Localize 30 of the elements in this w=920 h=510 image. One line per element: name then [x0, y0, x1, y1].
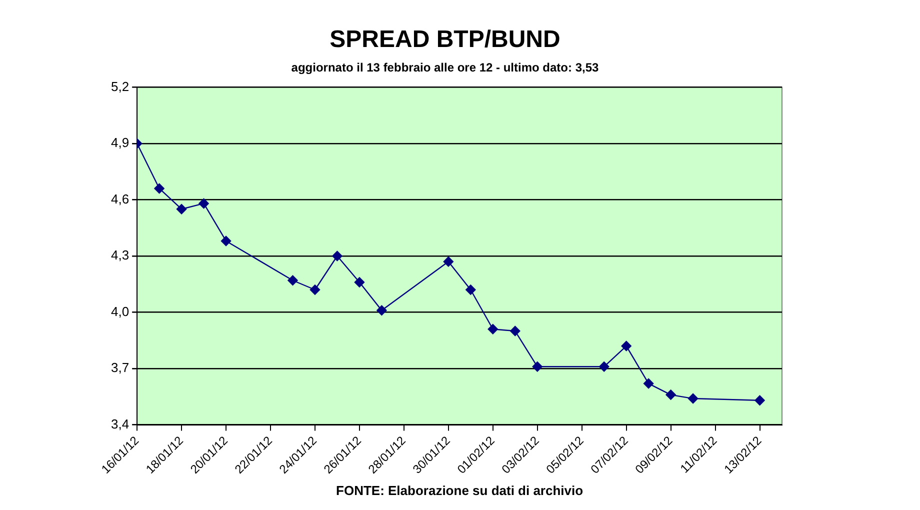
point: [310, 284, 320, 295]
point: [354, 277, 365, 288]
point: [154, 183, 164, 194]
point: [332, 250, 342, 262]
point: [488, 324, 498, 334]
point: [466, 284, 476, 295]
point: [176, 204, 187, 214]
point: [643, 378, 654, 389]
point: [220, 236, 232, 246]
point: [443, 256, 454, 267]
y-tick-label: 4,9: [110, 135, 130, 150]
point: [598, 362, 610, 372]
point: [510, 326, 520, 336]
point: [376, 305, 387, 316]
point: [198, 198, 209, 209]
point: [688, 393, 698, 404]
point: [621, 340, 632, 352]
point: [754, 395, 765, 406]
y-tick-label: 4,0: [110, 304, 130, 319]
point: [666, 390, 676, 400]
chart-title: SPREAD BTP/BUND: [330, 26, 560, 54]
y-tick-label: 4,6: [110, 191, 130, 206]
source-note: FONTE: Elaborazione su dati di archivio: [336, 483, 584, 498]
y-tick-label: 3,7: [110, 360, 130, 376]
y-tick-label: 3,4: [110, 416, 130, 432]
y-tick-label: 4,3: [110, 248, 130, 263]
point: [288, 275, 298, 286]
chart-subtitle: aggiornato il 13 febbraio alle ore 12 - ultimo dato: 3,53: [291, 60, 600, 74]
point: [532, 362, 542, 372]
y-tick-label: 5,2: [110, 78, 130, 94]
